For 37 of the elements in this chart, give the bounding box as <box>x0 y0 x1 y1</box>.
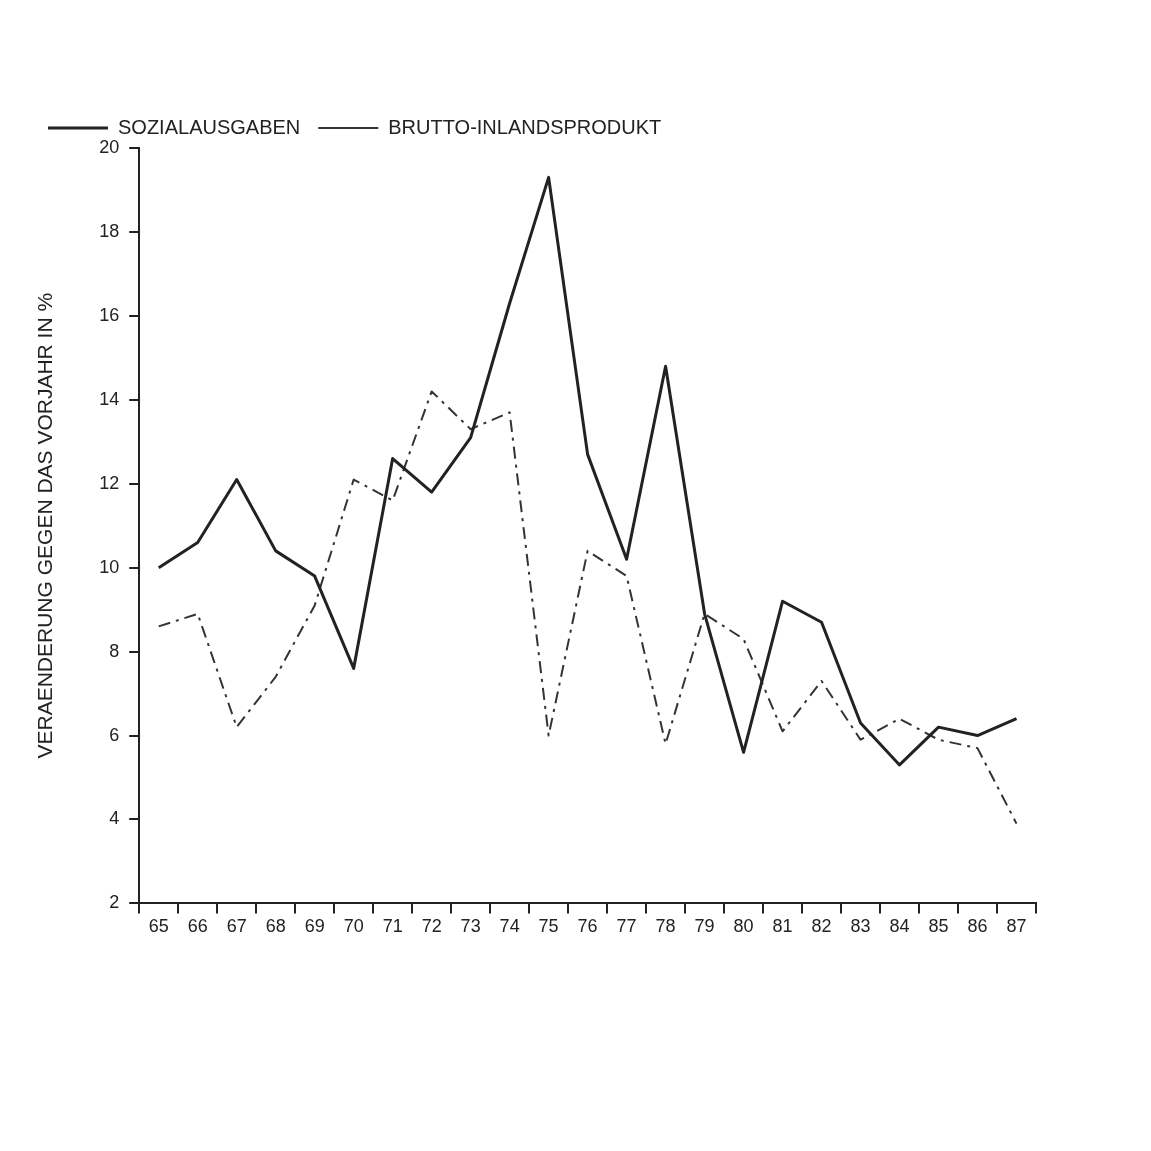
x-tick-label: 67 <box>226 916 247 937</box>
x-tick-label: 80 <box>733 916 754 937</box>
x-tick-label: 87 <box>1006 916 1027 937</box>
x-tick-label: 65 <box>148 916 169 937</box>
legend-label: SOZIALAUSGABEN <box>118 115 301 138</box>
x-tick-label: 77 <box>616 916 637 937</box>
y-tick-label: 4 <box>109 808 120 829</box>
line-series <box>157 390 1018 825</box>
x-tick-label: 83 <box>850 916 871 937</box>
x-tick-label: 85 <box>928 916 949 937</box>
x-tick-label: 86 <box>967 916 988 937</box>
x-tick-label: 73 <box>460 916 481 937</box>
y-tick-label: 18 <box>99 220 120 241</box>
x-tick-label: 71 <box>382 916 403 937</box>
x-tick-label: 75 <box>538 916 559 937</box>
x-tick-label: 74 <box>499 916 520 937</box>
x-tick-label: 76 <box>577 916 598 937</box>
x-tick-label: 69 <box>304 916 325 937</box>
y-axis-title: VERAENDERUNG GEGEN DAS VORJAHR IN % <box>33 292 57 759</box>
x-tick-label: 70 <box>343 916 364 937</box>
x-tick-label: 79 <box>694 916 715 937</box>
y-tick-label: 14 <box>99 388 120 409</box>
y-tick-label: 16 <box>99 304 120 325</box>
x-tick-label: 68 <box>265 916 286 937</box>
y-tick-label: 8 <box>109 640 120 661</box>
y-tick-label: 6 <box>109 724 120 745</box>
x-tick-label: 84 <box>889 916 910 937</box>
y-tick-label: 10 <box>99 556 120 577</box>
x-tick-label: 66 <box>187 916 208 937</box>
y-tick-label: 12 <box>99 472 120 493</box>
x-tick-label: 72 <box>421 916 442 937</box>
x-tick-label: 81 <box>772 916 793 937</box>
y-tick-label: 20 <box>99 136 120 157</box>
x-tick-label: 82 <box>811 916 832 937</box>
legend-label: BRUTTO-INLANDSPRODUKT <box>388 115 662 138</box>
y-tick-label: 2 <box>109 892 120 913</box>
x-tick-label: 78 <box>655 916 676 937</box>
